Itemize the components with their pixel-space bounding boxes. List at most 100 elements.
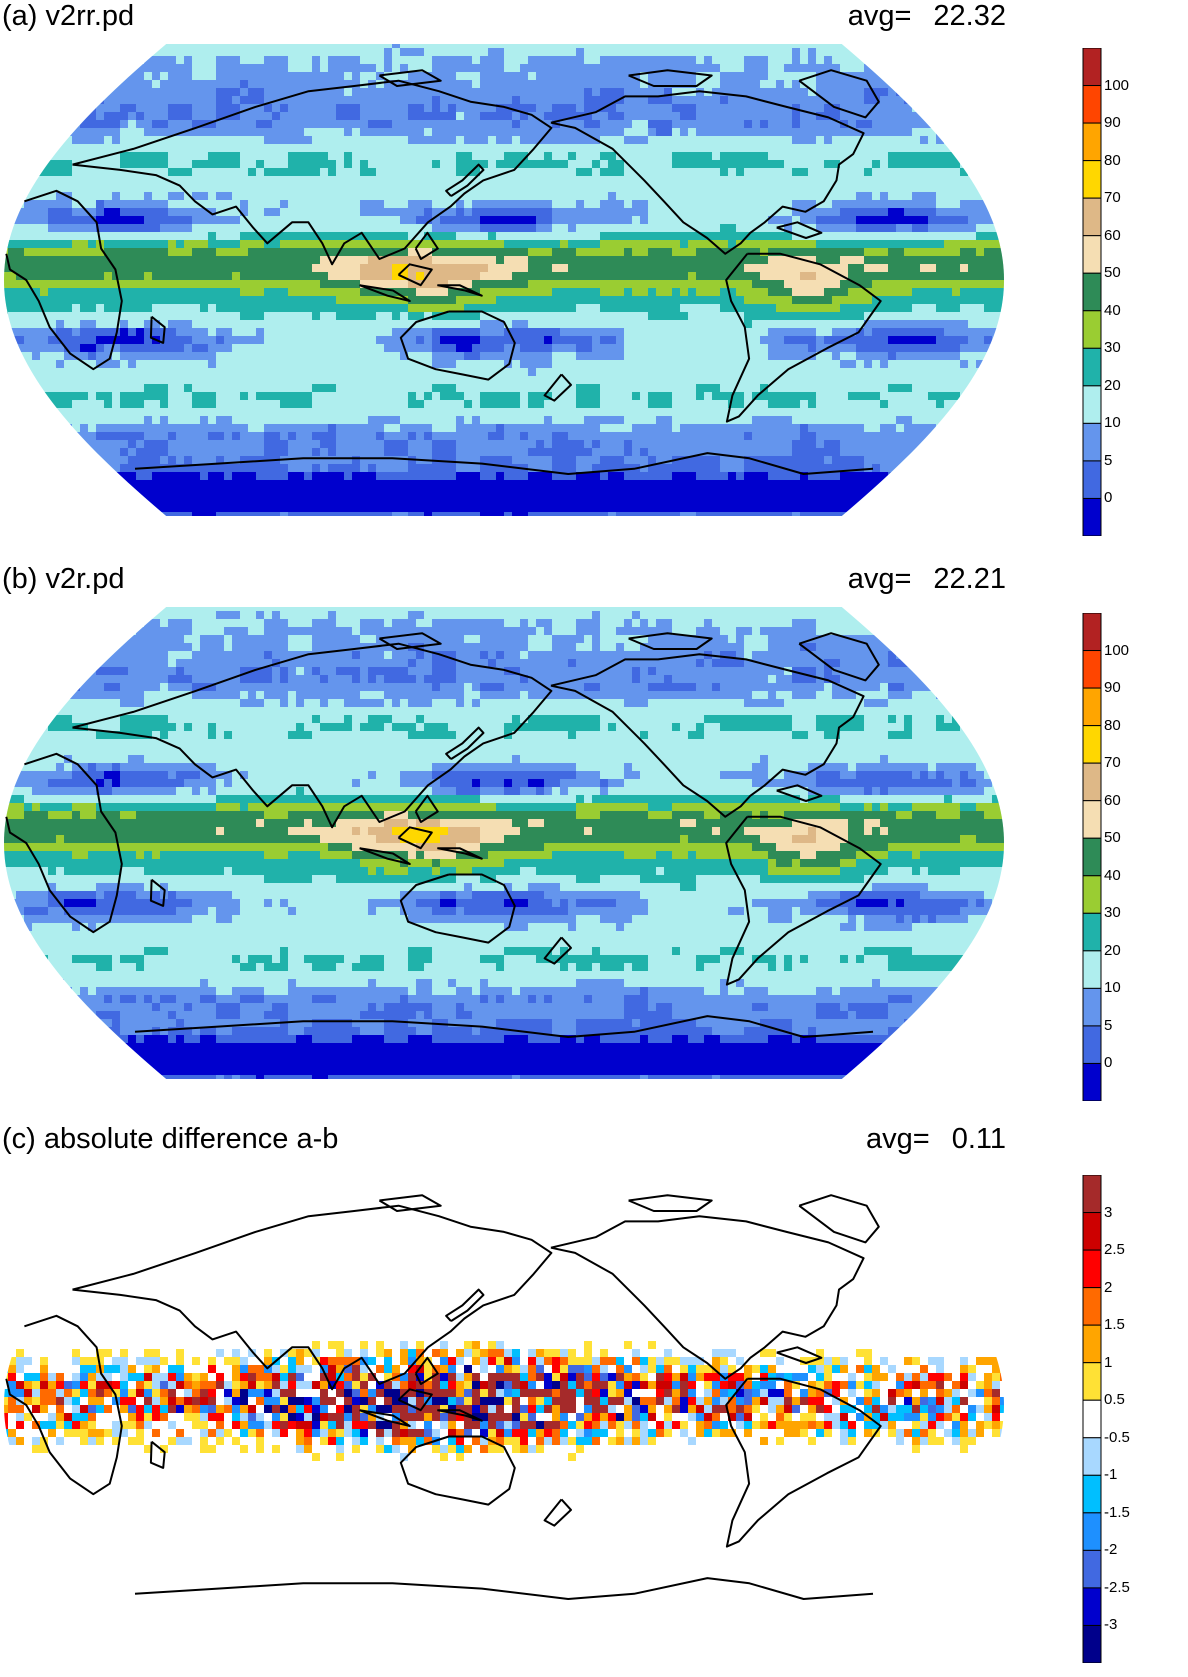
colorbar-box — [1082, 762, 1102, 802]
colorbar-label: 0 — [1104, 489, 1113, 507]
colorbar-panel-c — [1082, 1175, 1102, 1663]
colorbar-box — [1082, 1362, 1102, 1401]
colorbar-label: 2 — [1104, 1278, 1113, 1296]
colorbar-label: 90 — [1104, 114, 1121, 132]
colorbar-panel-b — [1082, 613, 1102, 1101]
colorbar-label: -1 — [1104, 1466, 1118, 1484]
colorbar-box — [1082, 613, 1102, 652]
colorbar-label: 60 — [1104, 791, 1121, 809]
colorbar-label: 100 — [1104, 641, 1130, 659]
colorbar-box — [1082, 272, 1102, 312]
colorbar-label: 30 — [1104, 339, 1121, 357]
colorbar-box — [1082, 1025, 1102, 1064]
avg-value: 0.11 — [951, 1123, 1006, 1155]
colorbar-label: 50 — [1104, 264, 1121, 282]
colorbar-label: 5 — [1104, 1016, 1113, 1034]
colorbar-label: 0.5 — [1104, 1391, 1125, 1409]
panel-a: (a) v2rr.pd avg= 22.32 100 90 80 70 60 50 40 30 2… — [0, 0, 1188, 536]
panel-average: avg= 22.21 — [848, 563, 1006, 595]
colorbar-label: 70 — [1104, 189, 1121, 207]
colorbar-box — [1082, 422, 1102, 462]
coastlines — [5, 632, 882, 1038]
colorbar-box — [1082, 122, 1102, 162]
colorbar-label: 40 — [1104, 866, 1121, 884]
coastlines — [5, 69, 882, 475]
panel-b: (b) v2r.pd avg= 22.21 100 90 80 70 60 50 40 30 20… — [0, 563, 1188, 1103]
colorbar-label: 1.5 — [1104, 1316, 1125, 1334]
avg-label: avg= — [847, 563, 912, 595]
colorbar-box — [1082, 800, 1102, 839]
colorbar-box — [1082, 1324, 1102, 1364]
colorbar-box — [1082, 1062, 1102, 1101]
colorbar-label: -0.5 — [1104, 1428, 1130, 1446]
colorbar-box — [1082, 497, 1102, 536]
colorbar-box — [1082, 197, 1102, 237]
colorbar-box — [1082, 1512, 1102, 1551]
colorbar-box — [1082, 1175, 1102, 1214]
panel-average: avg= 22.32 — [848, 0, 1006, 32]
colorbar-label: -1.5 — [1104, 1503, 1130, 1521]
colorbar-label: 1 — [1104, 1353, 1113, 1371]
colorbar-box — [1082, 912, 1102, 952]
panel-title: (a) v2rr.pd — [2, 0, 135, 32]
colorbar-label: 40 — [1104, 301, 1121, 319]
field-cells — [4, 607, 1004, 1079]
colorbar-label: -2.5 — [1104, 1578, 1130, 1596]
colorbar-box — [1082, 85, 1102, 124]
colorbar-label: 2.5 — [1104, 1241, 1125, 1259]
colorbar-box — [1082, 1624, 1102, 1663]
colorbar-label: 80 — [1104, 151, 1121, 169]
colorbar-box — [1082, 650, 1102, 689]
colorbar-box — [1082, 950, 1102, 989]
colorbar-box — [1082, 837, 1102, 877]
colorbar-box — [1082, 1587, 1102, 1626]
colorbar-label: 70 — [1104, 754, 1121, 772]
colorbar-label: 90 — [1104, 679, 1121, 697]
colorbar-label: -2 — [1104, 1541, 1118, 1559]
colorbar-box — [1082, 385, 1102, 424]
panel-title: (b) v2r.pd — [2, 563, 125, 595]
colorbar-box — [1082, 1474, 1102, 1514]
colorbar-box — [1082, 1249, 1102, 1289]
colorbar-label: 30 — [1104, 904, 1121, 922]
colorbar-label: 3 — [1104, 1203, 1113, 1221]
colorbar-box — [1082, 235, 1102, 274]
colorbar-box — [1082, 1212, 1102, 1251]
colorbar-box — [1082, 460, 1102, 499]
panel-average: avg= 0.11 — [866, 1123, 1006, 1155]
colorbar-label: 10 — [1104, 979, 1121, 997]
panel-title: (c) absolute difference a-b — [2, 1123, 339, 1155]
colorbar-box — [1082, 48, 1102, 87]
colorbar-label: 80 — [1104, 716, 1121, 734]
map-panel-b — [4, 607, 1004, 1079]
colorbar-label: 5 — [1104, 451, 1113, 469]
map-panel-c — [4, 1194, 1004, 1600]
colorbar-label: 10 — [1104, 414, 1121, 432]
colorbar-panel-a — [1082, 48, 1102, 536]
colorbar-label: 100 — [1104, 76, 1130, 94]
colorbar-box — [1082, 987, 1102, 1027]
map-panel-a — [4, 44, 1004, 516]
avg-label: avg= — [847, 0, 912, 32]
colorbar-box — [1082, 310, 1102, 349]
colorbar-box — [1082, 875, 1102, 914]
colorbar-box — [1082, 1287, 1102, 1326]
colorbar-label: 50 — [1104, 829, 1121, 847]
colorbar-label: 0 — [1104, 1054, 1113, 1072]
colorbar-box — [1082, 687, 1102, 727]
avg-label: avg= — [866, 1123, 930, 1155]
avg-value: 22.21 — [933, 563, 1006, 595]
colorbar-label: 20 — [1104, 376, 1121, 394]
avg-value: 22.32 — [933, 0, 1006, 32]
colorbar-label: -3 — [1104, 1616, 1118, 1634]
colorbar-box — [1082, 725, 1102, 764]
colorbar-box — [1082, 1549, 1102, 1589]
coastlines — [5, 1194, 882, 1600]
colorbar-box — [1082, 1437, 1102, 1476]
panel-c: (c) absolute difference a-b avg= 0.11 3 2.… — [0, 1123, 1188, 1677]
colorbar-box — [1082, 347, 1102, 387]
field-cells — [4, 44, 1004, 516]
colorbar-label: 20 — [1104, 941, 1121, 959]
colorbar-label: 60 — [1104, 226, 1121, 244]
colorbar-box — [1082, 1399, 1102, 1439]
